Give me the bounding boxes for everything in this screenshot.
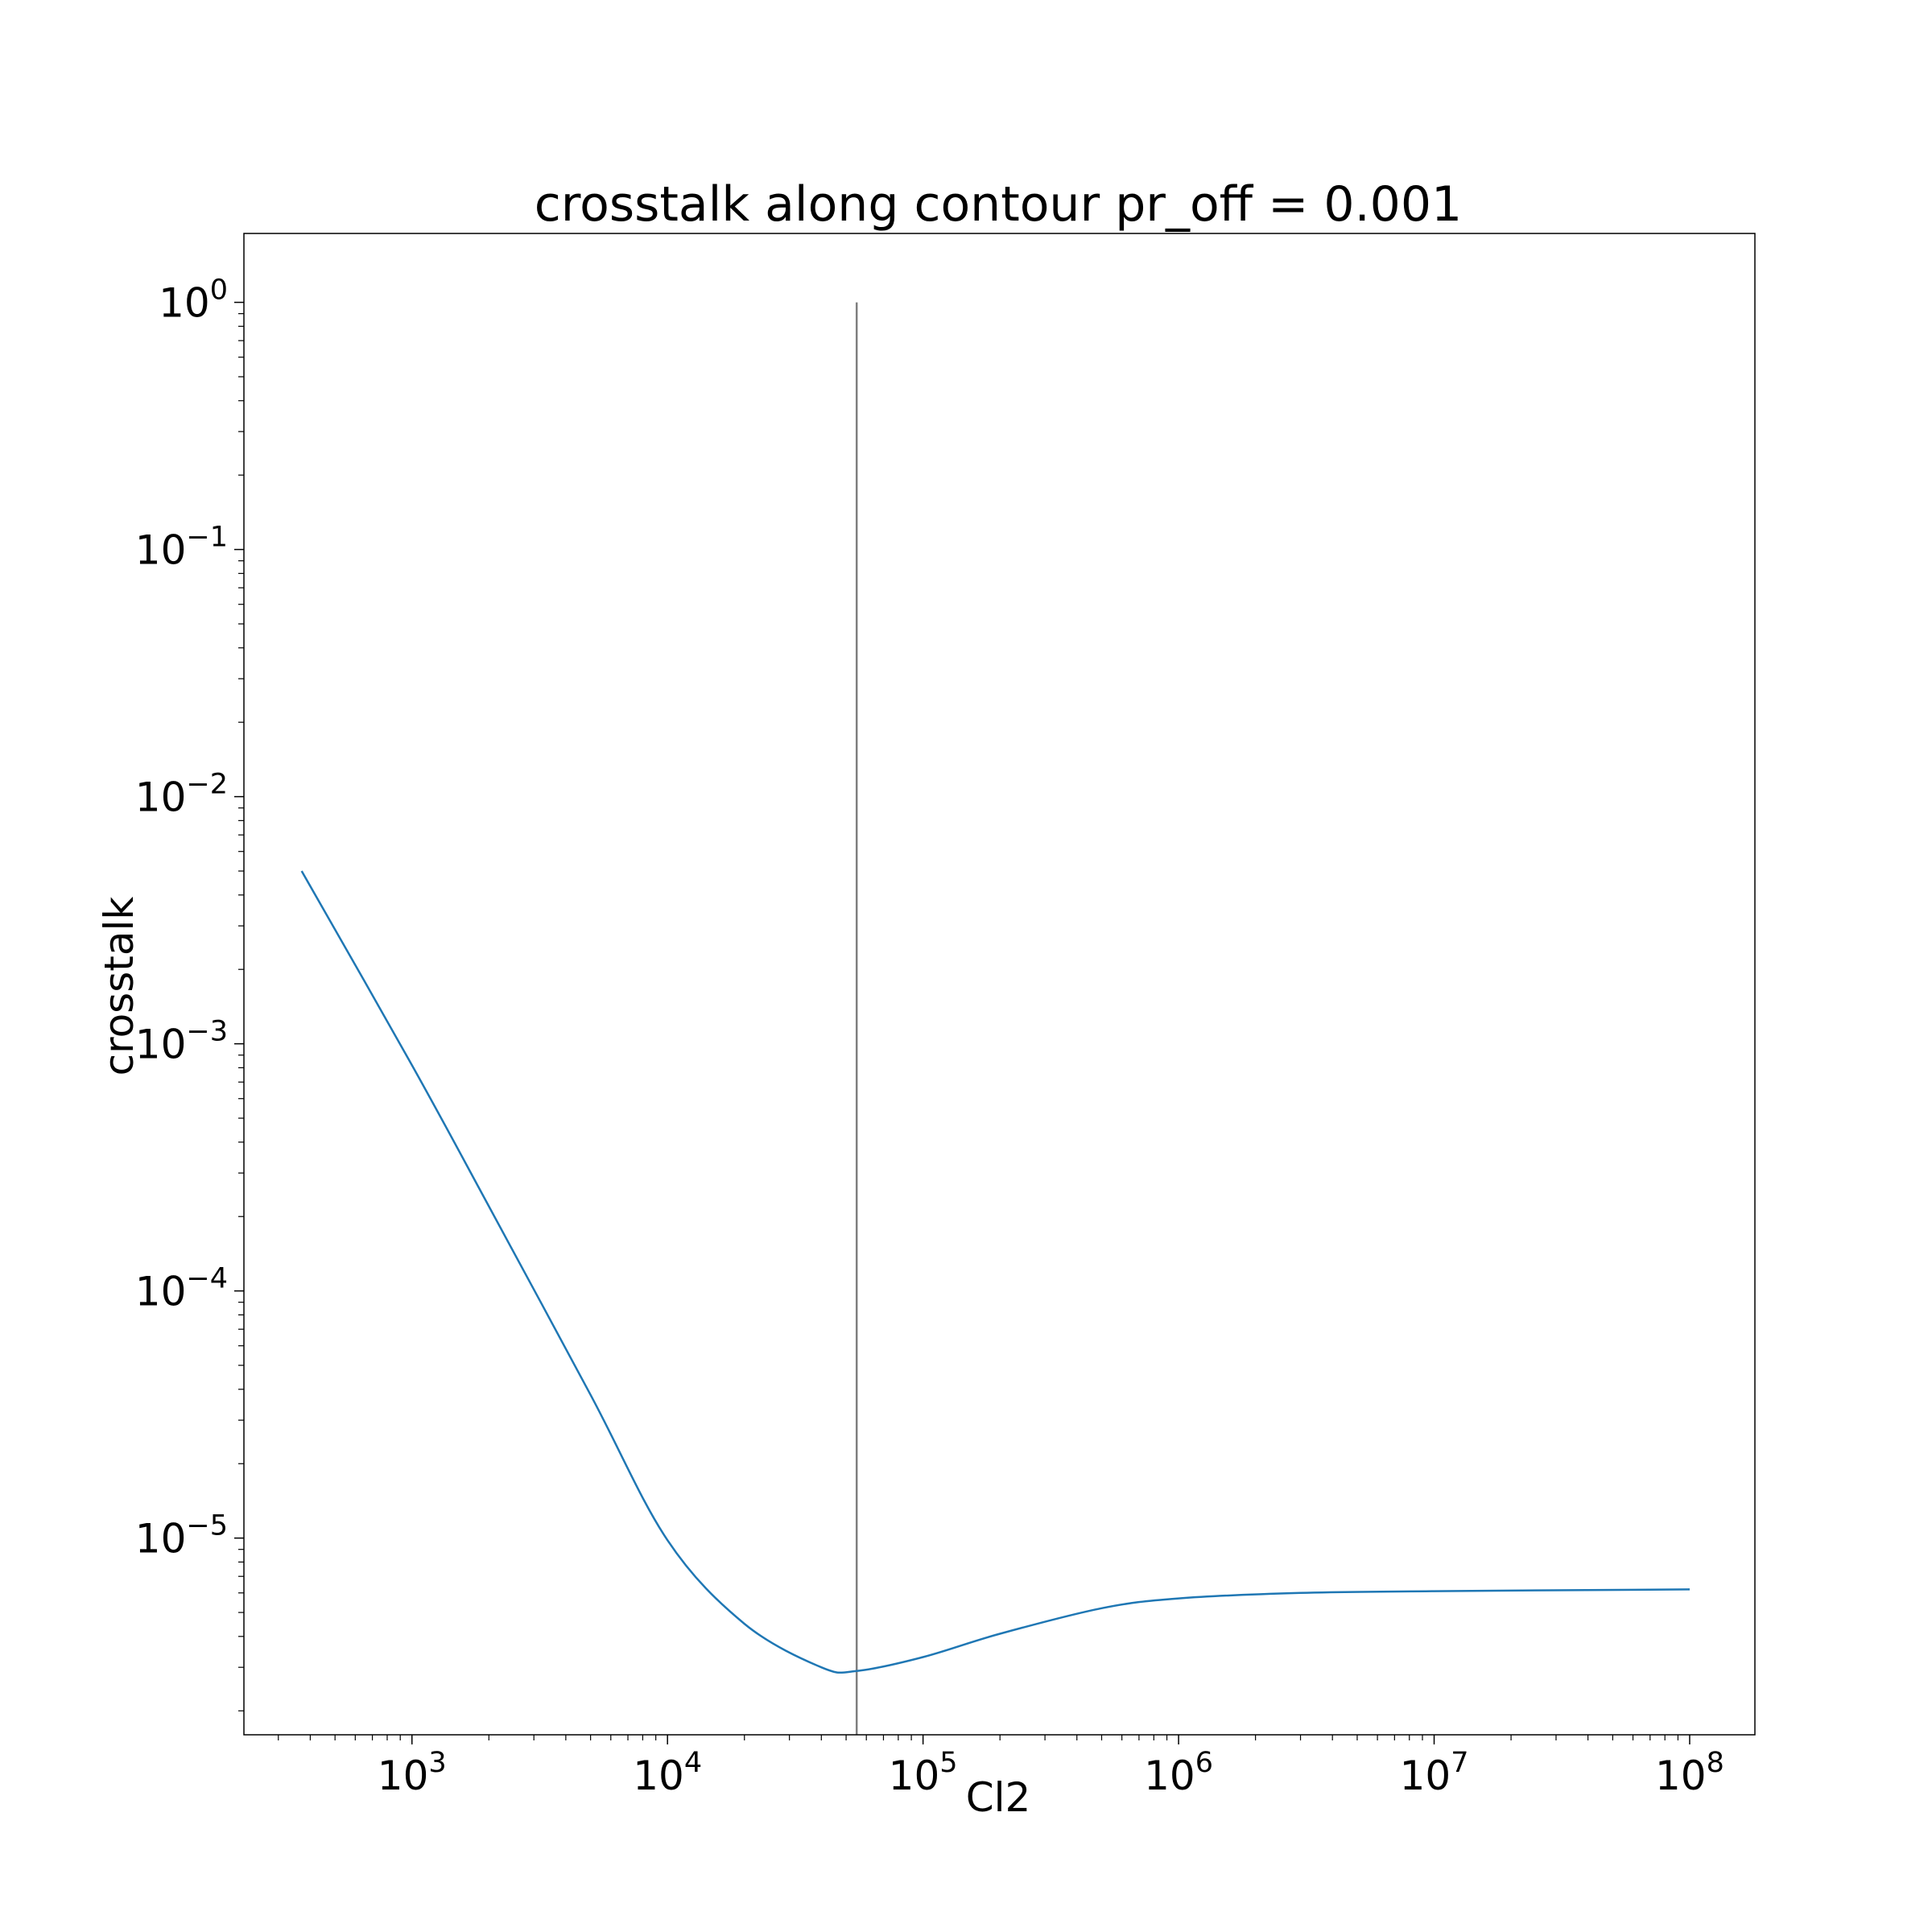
- plot-area: [300, 302, 1690, 1735]
- x-tick-label: 107: [1400, 1747, 1469, 1799]
- x-tick-label: 108: [1655, 1747, 1724, 1799]
- x-axis: 103 104 105 106 107 108: [278, 1735, 1724, 1799]
- plot-frame: [243, 233, 1756, 1736]
- x-tick-label: 106: [1144, 1747, 1213, 1799]
- x-tick-label: 104: [633, 1747, 702, 1799]
- y-tick-label: 10−5: [135, 1510, 228, 1563]
- x-axis-label: Cl2: [966, 1774, 1031, 1821]
- y-tick-label: 100: [159, 275, 228, 327]
- y-tick-label: 10−1: [135, 522, 228, 574]
- chart-title: crosstalk along contour pr_off = 0.001: [535, 176, 1462, 233]
- y-tick-label: 10−2: [135, 769, 228, 821]
- y-tick-label: 10−3: [135, 1016, 228, 1068]
- crosstalk-series-line: [300, 870, 1690, 1674]
- y-axis-label: crosstalk: [96, 897, 142, 1076]
- x-tick-label: 103: [378, 1747, 447, 1799]
- y-axis: 100 10−1 10−2 10−3 10−4 10−5: [135, 275, 244, 1711]
- x-tick-label: 105: [889, 1747, 958, 1799]
- y-tick-label: 10−4: [135, 1263, 228, 1315]
